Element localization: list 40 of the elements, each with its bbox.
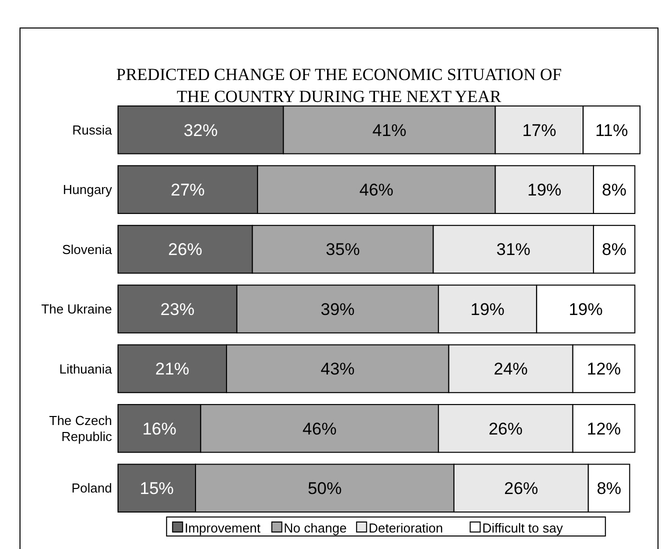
data-label: 19%: [527, 180, 562, 200]
data-label: 43%: [320, 360, 355, 379]
data-label: 26%: [168, 240, 202, 260]
data-label: 24%: [494, 360, 528, 379]
data-label: 23%: [160, 300, 194, 319]
legend-label: No change: [284, 520, 347, 536]
y-tick-label: Poland: [72, 480, 112, 496]
data-label: 19%: [470, 300, 505, 319]
data-label: 17%: [522, 120, 556, 140]
data-label: 41%: [372, 120, 406, 140]
data-label: 11%: [595, 120, 628, 140]
y-tick-label: Russia: [72, 122, 113, 138]
data-label: 8%: [602, 240, 626, 260]
data-label: 8%: [596, 479, 622, 498]
data-label: 15%: [140, 479, 174, 498]
data-label: 39%: [320, 300, 355, 319]
data-label: 16%: [142, 419, 176, 438]
legend-label: Improvement: [184, 520, 261, 536]
y-tick-label: Hungary: [62, 182, 112, 198]
y-tick-label: The Czech Republic: [49, 412, 112, 444]
data-label: 32%: [184, 120, 218, 140]
data-label: 26%: [504, 479, 538, 498]
data-label: 35%: [326, 240, 360, 260]
data-label: 31%: [496, 240, 530, 260]
y-tick-label: Lithuania: [59, 361, 113, 376]
data-label: 26%: [488, 419, 523, 438]
data-label: 8%: [602, 180, 626, 200]
data-label: 46%: [359, 180, 394, 200]
legend-label: Deterioration: [368, 520, 444, 536]
data-label: 12%: [586, 360, 621, 379]
data-label: 50%: [308, 479, 342, 498]
data-label: 12%: [586, 419, 621, 438]
data-label: 46%: [302, 419, 337, 438]
chart-title: PREDICTED CHANGE OF THE ECONOMIC SITUATION OF THE COUNTRY DURING THE NEXT YEAR: [116, 65, 562, 106]
y-tick-label: The Ukraine: [41, 302, 112, 317]
data-label: 27%: [170, 180, 205, 200]
legend-label: Difficult to say: [482, 520, 564, 536]
data-label: 19%: [568, 300, 603, 319]
data-label: 21%: [155, 360, 190, 379]
y-tick-label: Slovenia: [62, 242, 113, 257]
